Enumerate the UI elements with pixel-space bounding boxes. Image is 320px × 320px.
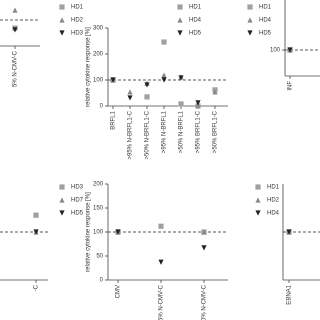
y-tick-label: 200	[93, 52, 104, 58]
marker-triangle-down	[144, 82, 150, 88]
marker-triangle-down	[177, 30, 183, 36]
marker-square	[247, 4, 253, 10]
marker-square	[177, 4, 183, 10]
marker-triangle	[255, 197, 261, 203]
x-tick-label: >50% N-CMV-C	[202, 284, 208, 320]
marker-triangle	[212, 89, 218, 95]
marker-triangle	[12, 7, 18, 13]
y-tick-label: 100	[93, 78, 104, 84]
marker-square	[59, 184, 65, 190]
marker-triangle	[201, 229, 207, 235]
x-tick-label: BRFL1	[111, 110, 117, 129]
y-tick-label: 150	[93, 206, 104, 212]
legend-label: HD5	[71, 211, 84, 217]
legend-label: HD3	[71, 185, 84, 191]
y-tick-label: 100	[93, 230, 104, 236]
x-tick-label: INF	[288, 81, 294, 91]
marker-square	[158, 223, 164, 229]
x-tick-label: EBNA1	[287, 284, 293, 304]
y-tick-label: 100	[270, 48, 281, 54]
y-tick-label: 50	[96, 254, 103, 260]
x-tick-label: >95% BRFL1-C	[196, 110, 202, 153]
x-tick-label: >95% N-BRFL1-C	[128, 110, 134, 159]
y-axis-label: relative cytokine response [%]	[86, 27, 92, 107]
marker-triangle-down	[247, 30, 253, 36]
x-tick-label: >95% N-CMV-C	[159, 284, 165, 320]
marker-triangle-down	[178, 75, 184, 81]
x-tick-label: -C	[34, 284, 40, 291]
legend-label: HD2	[267, 198, 280, 204]
legend-label: HD5	[259, 31, 272, 37]
legend-label: HD4	[259, 18, 272, 24]
marker-triangle	[127, 89, 133, 95]
marker-triangle-down	[127, 95, 133, 101]
marker-square	[255, 184, 261, 190]
x-tick-label: >50% BRFL1-C	[213, 110, 219, 153]
marker-triangle-down	[59, 210, 65, 216]
legend-label: HD4	[189, 18, 202, 24]
marker-triangle-down	[201, 245, 207, 251]
marker-triangle	[59, 17, 65, 23]
marker-square	[144, 94, 150, 100]
x-tick-label: >50% N-BRFL1-C	[145, 110, 151, 159]
x-tick-label: >50% N-BRFL1	[179, 110, 185, 153]
legend-label: HD1	[267, 185, 280, 191]
legend-label: HD1	[259, 5, 272, 11]
y-tick-label: 300	[93, 26, 104, 32]
y-tick-label: 0	[100, 104, 104, 110]
x-tick-label: >95% N-BRFL1	[162, 110, 168, 153]
legend-label: HD1	[189, 5, 202, 11]
legend-label: HD4	[267, 211, 280, 217]
marker-triangle-down	[115, 229, 121, 235]
x-tick-label: 5% N-CMV-C	[13, 50, 19, 87]
marker-triangle	[59, 197, 65, 203]
y-tick-label: 200	[93, 182, 104, 188]
marker-triangle-down	[12, 27, 18, 33]
marker-triangle-down	[287, 47, 293, 53]
marker-triangle-down	[161, 77, 167, 83]
legend-label: HD3	[71, 31, 84, 37]
marker-triangle-down	[195, 100, 201, 106]
marker-triangle-down	[286, 229, 292, 235]
legend-label: HD1	[71, 5, 84, 11]
marker-square	[178, 101, 184, 107]
y-axis-label: relative cytokine response [%]	[86, 192, 92, 272]
marker-triangle	[161, 72, 167, 78]
legend-label: HD5	[189, 31, 202, 37]
marker-triangle	[247, 17, 253, 23]
marker-triangle	[177, 17, 183, 23]
x-tick-label: CMV	[116, 285, 122, 298]
legend-label: HD2	[71, 18, 84, 24]
marker-square	[33, 212, 39, 218]
marker-triangle-down	[59, 30, 65, 36]
marker-square	[161, 39, 167, 45]
legend-label: HD7	[71, 198, 84, 204]
marker-triangle-down	[255, 210, 261, 216]
marker-triangle-down	[33, 229, 39, 235]
marker-triangle-down	[110, 77, 116, 83]
y-tick-label: 0	[100, 278, 104, 284]
marker-square	[59, 4, 65, 10]
marker-triangle-down	[158, 259, 164, 265]
